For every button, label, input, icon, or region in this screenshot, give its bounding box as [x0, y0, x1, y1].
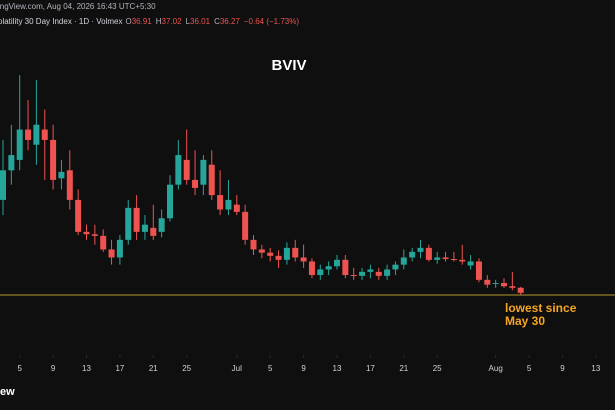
candle-body [83, 231, 90, 235]
candle-body [292, 247, 299, 258]
logo: iew [0, 386, 15, 398]
candle-body [258, 249, 265, 253]
chart-title: BVIV [271, 57, 306, 74]
candle-body [375, 271, 382, 276]
candle-body [501, 283, 507, 287]
candle-body [8, 155, 15, 171]
candle-body [175, 155, 182, 185]
candle-body [442, 257, 449, 260]
candle-body [417, 247, 424, 252]
ohlc-key: L [186, 17, 191, 26]
candle-body [75, 199, 82, 232]
candle-body [116, 239, 123, 258]
candle-body [459, 259, 466, 262]
candle-body [25, 129, 32, 140]
candle-body [150, 227, 157, 236]
candle-body [267, 252, 274, 256]
candle-body [183, 159, 190, 180]
candle-body [325, 266, 332, 270]
candle-body [66, 170, 73, 200]
candle-body [425, 247, 432, 260]
annotation: May 30 [505, 314, 545, 328]
x-tick-label: 21 [149, 364, 158, 373]
candle-body [250, 239, 257, 250]
candle-body [317, 269, 324, 276]
candle-body [33, 124, 40, 145]
ohlc-value: 36.91 [132, 17, 153, 26]
candle-body [16, 129, 23, 160]
annotation: lowest since [505, 301, 577, 315]
ohlc-value: 37.02 [162, 17, 183, 26]
candle-body [434, 257, 441, 260]
candle-body [91, 234, 98, 236]
x-tick-label: 25 [182, 364, 191, 373]
x-tick-label: 17 [366, 364, 375, 373]
candle-body [200, 159, 207, 185]
x-tick-label: Aug [489, 364, 503, 373]
symbol: olatility 30 Day Index · 1D · Volmex [0, 17, 123, 26]
candle-body [400, 257, 407, 265]
candle-body [242, 211, 249, 240]
x-tick-label: 25 [433, 364, 442, 373]
candle-body [492, 283, 499, 285]
x-tick-label: 9 [51, 364, 56, 373]
candle-body [208, 164, 215, 196]
x-tick-label: 5 [527, 364, 532, 373]
candle-body [334, 259, 340, 267]
candle-body [392, 264, 399, 270]
x-tick-label: 9 [301, 364, 306, 373]
x-tick-label: 5 [268, 364, 273, 373]
candle-body [409, 251, 416, 258]
candle-body [192, 179, 199, 188]
ohlc-key: O [126, 17, 132, 26]
candle-body [308, 261, 315, 276]
header-legend: olatility 30 Day Index · 1D · Volmex O36.… [0, 17, 299, 26]
candle-body [359, 271, 366, 276]
candle-body [141, 224, 148, 232]
candle-body [467, 261, 474, 266]
x-tick-label: Jul [232, 364, 242, 373]
candle-body [275, 255, 282, 260]
ohlc-key: C [214, 17, 220, 26]
candle-body [384, 269, 391, 276]
candle-body [509, 286, 516, 288]
candle-body [0, 170, 6, 200]
candle-body [41, 129, 48, 140]
x-tick-label: 13 [591, 364, 600, 373]
ohlc-key: H [156, 17, 162, 26]
candle-body [283, 247, 290, 260]
change: −0.64 (−1.73%) [244, 17, 299, 26]
candle-body [517, 287, 524, 293]
x-tick-label: 5 [17, 364, 22, 373]
candle-body [475, 261, 482, 280]
x-tick-label: 9 [560, 364, 565, 373]
x-tick-label: 13 [82, 364, 91, 373]
candle-body [342, 259, 349, 276]
candle-body [108, 249, 115, 258]
candle-body [484, 279, 491, 285]
candle-body [233, 204, 240, 212]
x-tick-label: 13 [333, 364, 342, 373]
header-source: ingView.com, Aug 04, 2026 16:43 UTC+5:30 [0, 2, 156, 11]
candle-body [300, 257, 307, 262]
candle-body [350, 275, 357, 277]
candle-body [167, 184, 173, 219]
x-tick-label: 21 [399, 364, 408, 373]
candle-body [58, 171, 65, 179]
ohlc-value: 36.01 [190, 17, 211, 26]
ohlc-value: 36.27 [220, 17, 241, 26]
candle-body [450, 259, 457, 261]
candle-body [217, 195, 224, 210]
candle-body [133, 207, 140, 232]
x-tick-label: 17 [115, 364, 124, 373]
candle-body [125, 207, 132, 240]
candle-body [100, 235, 107, 250]
candle-body [50, 139, 57, 180]
candle-body [225, 199, 232, 210]
candle-body [158, 218, 165, 232]
candle-body [367, 269, 374, 272]
